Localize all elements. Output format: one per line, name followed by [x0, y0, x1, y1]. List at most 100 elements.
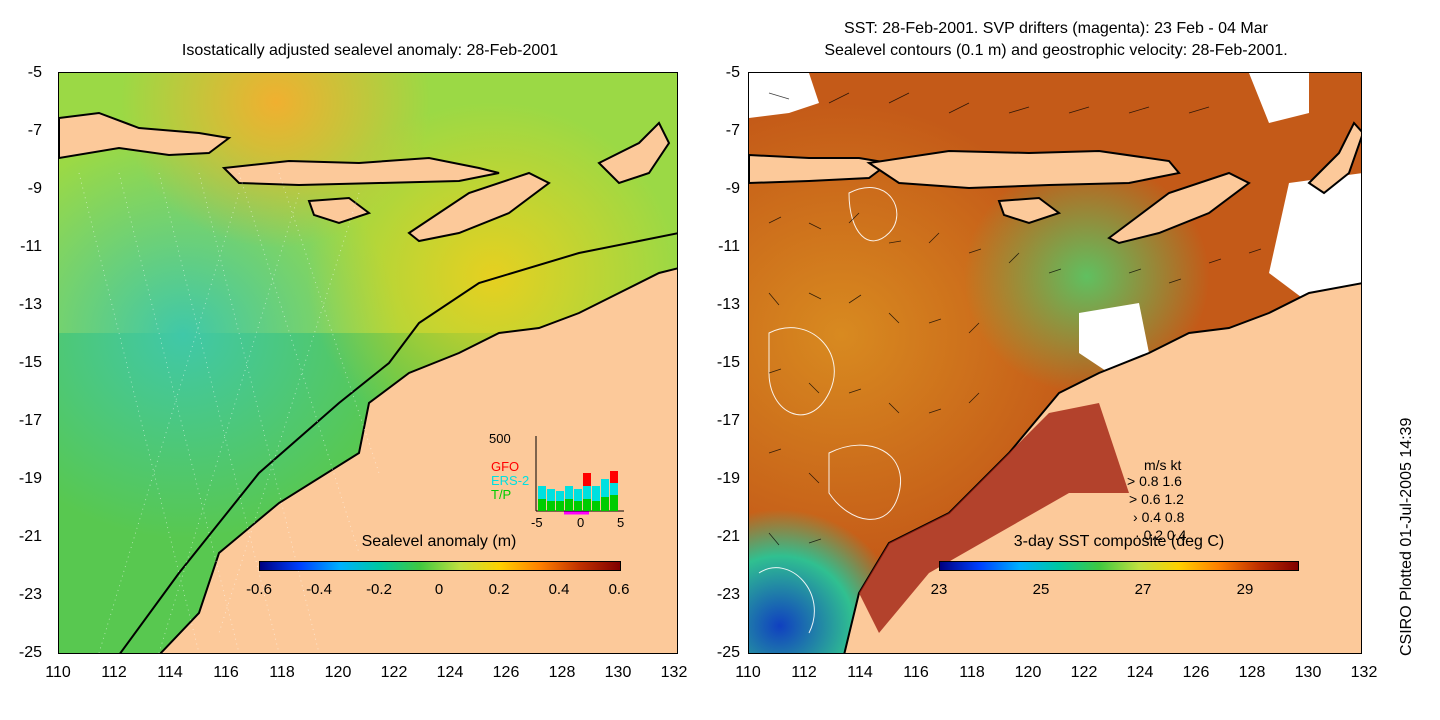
right-velocity-arrows [768, 92, 1262, 546]
left-colorbar-label: -0.2 [366, 581, 392, 598]
right-sealevel-contours [758, 187, 901, 634]
left-island-timor [407, 171, 551, 243]
left-shelf-contour [119, 232, 677, 653]
right-y-tick-label: -21 [716, 528, 740, 545]
left-x-tick-label: 130 [604, 664, 632, 681]
inset-x-label-mid: 0 [577, 515, 585, 530]
right-x-tick-label: 116 [903, 664, 929, 681]
left-island-sumba [307, 196, 372, 225]
left-y-tick-label: -21 [18, 528, 42, 545]
right-x-tick-label: 112 [791, 664, 817, 681]
left-y-tick-label: -11 [20, 238, 42, 255]
right-y-tick-label: -5 [725, 64, 740, 81]
right-x-tick-label: 124 [1126, 664, 1154, 681]
left-y-tick-label: -17 [18, 412, 42, 429]
inset-ymax-label: 500 [489, 431, 511, 446]
left-x-tick-label: 114 [157, 664, 183, 681]
left-island-east [597, 121, 671, 185]
right-x-tick-label: 132 [1350, 664, 1378, 681]
left-y-tick-label: -7 [27, 122, 42, 139]
left-x-tick-label: 118 [269, 664, 295, 681]
velocity-arrow-icon: › [1133, 509, 1138, 525]
inset-x-label-max: 5 [617, 515, 625, 530]
left-panel-title: Isostatically adjusted sealevel anomaly:… [181, 42, 559, 59]
left-island-lesser-sunda [221, 156, 500, 187]
inset-series-tp: T/P [491, 487, 512, 502]
left-y-tick-label: -5 [27, 64, 42, 81]
right-colorbar-title: 3-day SST composite (deg C) [1013, 533, 1225, 550]
left-colorbar-label: 0.4 [548, 581, 570, 598]
right-y-tick-label: -23 [716, 586, 740, 603]
right-colorbar [939, 561, 1299, 571]
inset-bar [592, 486, 600, 511]
left-map-panel: 500 GFO ERS-2 T/P -5 0 5 Sealevel anomal… [58, 72, 678, 654]
right-y-tick-label: -19 [716, 470, 740, 487]
right-map-svg [749, 73, 1361, 653]
right-x-tick-label: 128 [1238, 664, 1266, 681]
left-y-tick-label: -23 [18, 586, 42, 603]
right-panel-title-line2: Sealevel contours (0.1 m) and geostrophi… [824, 42, 1288, 59]
right-x-tick-label: 110 [735, 664, 761, 681]
inset-series-gfo: GFO [491, 459, 520, 474]
right-cloud-east [1269, 173, 1361, 303]
left-x-tick-label: 116 [213, 664, 239, 681]
left-y-tick-label: -25 [18, 644, 42, 661]
left-colorbar-label: 0 [434, 581, 444, 598]
left-satellite-tracks [78, 172, 380, 653]
right-y-tick-label: -25 [716, 644, 740, 661]
right-map-panel: m/s kt > 0.8 1.6 > 0.6 1.2 › 0.4 0.8 · 0… [748, 72, 1362, 654]
right-y-tick-label: -15 [716, 354, 740, 371]
inset-bar [565, 486, 573, 511]
left-colorbar-label: -0.6 [246, 581, 272, 598]
right-shelf-warm [859, 403, 1129, 633]
right-x-tick-label: 114 [847, 664, 873, 681]
left-x-tick-label: 126 [492, 664, 520, 681]
right-x-tick-label: 122 [1070, 664, 1098, 681]
left-y-tick-label: -19 [18, 470, 42, 487]
left-australia-land [159, 267, 677, 653]
left-colorbar-label: 0.6 [608, 581, 630, 598]
left-colorbar-label: -0.4 [306, 581, 332, 598]
right-y-tick-label: -13 [716, 296, 740, 313]
right-cloud-northeast [1249, 73, 1309, 123]
right-x-tick-label: 118 [959, 664, 985, 681]
velocity-legend-header: m/s kt [1144, 457, 1182, 473]
plot-credit: CSIRO Plotted 01-Jul-2005 14:39 [1398, 417, 1415, 656]
left-y-tick-label: -15 [18, 354, 42, 371]
right-y-tick-label: -9 [725, 180, 740, 197]
right-y-tick-label: -11 [718, 238, 740, 255]
right-colorbar-label: 23 [930, 581, 948, 598]
right-cloud-northwest [749, 73, 819, 118]
left-y-tick-label: -9 [27, 180, 42, 197]
inset-bar [601, 479, 609, 511]
right-island-sumba [997, 196, 1062, 225]
left-x-tick-label: 120 [324, 664, 352, 681]
inset-bar [574, 489, 582, 511]
left-colorbar [259, 561, 621, 571]
right-colorbar-label: 25 [1032, 581, 1050, 598]
inset-bar [538, 486, 546, 511]
left-x-tick-label: 122 [380, 664, 408, 681]
right-island-java [749, 153, 892, 185]
left-x-tick-label: 128 [548, 664, 576, 681]
right-cloud-central [1079, 303, 1149, 373]
velocity-arrow-icon: · [1135, 527, 1140, 543]
right-x-tick-label: 120 [1014, 664, 1042, 681]
left-x-tick-label: 132 [660, 664, 688, 681]
right-y-tick-label: -17 [716, 412, 740, 429]
inset-series-ers2: ERS-2 [491, 473, 530, 488]
velocity-legend-row: > 0.6 1.2 [1129, 491, 1184, 507]
left-colorbar-label: 0.2 [488, 581, 510, 598]
right-colorbar-label: 27 [1134, 581, 1152, 598]
velocity-arrow-icon: > [1129, 491, 1138, 507]
left-map-svg [59, 73, 677, 653]
left-x-tick-label: 124 [436, 664, 464, 681]
left-x-tick-label: 110 [45, 664, 71, 681]
left-island-java [59, 111, 232, 160]
velocity-legend-row: > 0.8 1.6 [1127, 473, 1182, 489]
satellite-inset: 500 GFO ERS-2 T/P -5 0 5 [489, 431, 639, 530]
left-colorbar-title: Sealevel anomaly (m) [361, 533, 517, 550]
inset-x-label-min: -5 [531, 515, 543, 530]
inset-histogram [535, 436, 624, 515]
inset-bar [547, 489, 555, 511]
